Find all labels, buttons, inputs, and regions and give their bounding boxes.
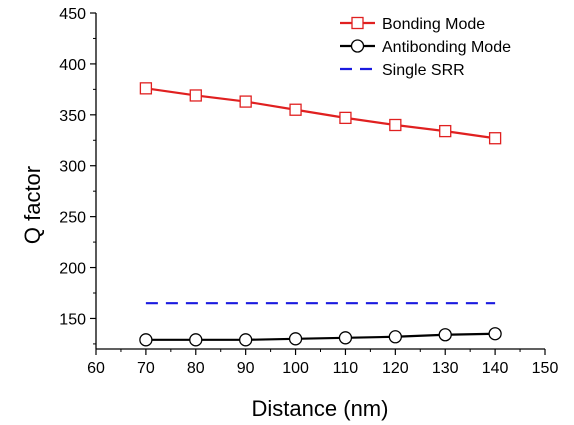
data-point <box>289 103 302 116</box>
y-tick-label: 150 <box>59 311 86 328</box>
x-tick-label: 100 <box>282 360 309 377</box>
data-point <box>139 82 153 95</box>
series-bonding-mode <box>139 82 502 145</box>
series-line <box>145 332 496 341</box>
y-tick-label: 450 <box>59 6 86 23</box>
legend-swatch-marker <box>350 39 365 53</box>
data-point <box>189 333 203 347</box>
y-tick-label: 200 <box>59 261 86 278</box>
x-tick-label: 90 <box>237 360 255 377</box>
y-tick-label: 400 <box>59 57 86 74</box>
legend-swatch-marker <box>351 16 364 30</box>
legend-label: Antibonding Mode <box>382 39 511 56</box>
legend-item: Single SRR <box>340 62 465 79</box>
data-point <box>339 111 352 125</box>
data-point <box>488 132 502 145</box>
x-tick-label: 130 <box>432 360 459 377</box>
x-tick-label: 70 <box>137 360 155 377</box>
data-point <box>438 328 452 342</box>
x-axis-title: Distance (nm) <box>252 396 389 421</box>
y-tick-label: 300 <box>59 159 86 176</box>
axis-ticks: 60 70 80 90 100 110 120 130 140 150 150 200 250 300 35… <box>59 6 558 377</box>
x-tick-label: 80 <box>187 360 205 377</box>
data-point <box>139 333 153 347</box>
data-point <box>488 327 502 341</box>
x-tick-label: 150 <box>532 360 559 377</box>
data-point <box>239 95 252 108</box>
y-tick-label: 350 <box>59 108 86 125</box>
series-antibonding-mode <box>139 327 502 347</box>
x-tick-label: 140 <box>482 360 509 377</box>
legend: Bonding Mode Antibonding Mode Single SRR <box>340 16 511 79</box>
data-point <box>338 331 353 345</box>
data-point <box>389 118 402 132</box>
legend-label: Single SRR <box>382 62 465 79</box>
axes-frame <box>95 13 545 350</box>
legend-label: Bonding Mode <box>382 16 485 33</box>
data-point <box>388 330 402 344</box>
data-point <box>239 333 253 347</box>
x-tick-label: 60 <box>87 360 105 377</box>
y-axis-title: Q factor <box>20 166 45 244</box>
data-point <box>288 332 303 346</box>
series-layer <box>139 82 502 347</box>
y-tick-label: 250 <box>59 210 86 227</box>
legend-item: Antibonding Mode <box>340 39 511 56</box>
series-line <box>145 87 496 140</box>
data-point <box>189 89 202 102</box>
x-tick-label: 110 <box>333 360 359 377</box>
legend-item: Bonding Mode <box>340 16 485 33</box>
data-point <box>439 124 452 138</box>
x-tick-label: 120 <box>382 360 409 377</box>
